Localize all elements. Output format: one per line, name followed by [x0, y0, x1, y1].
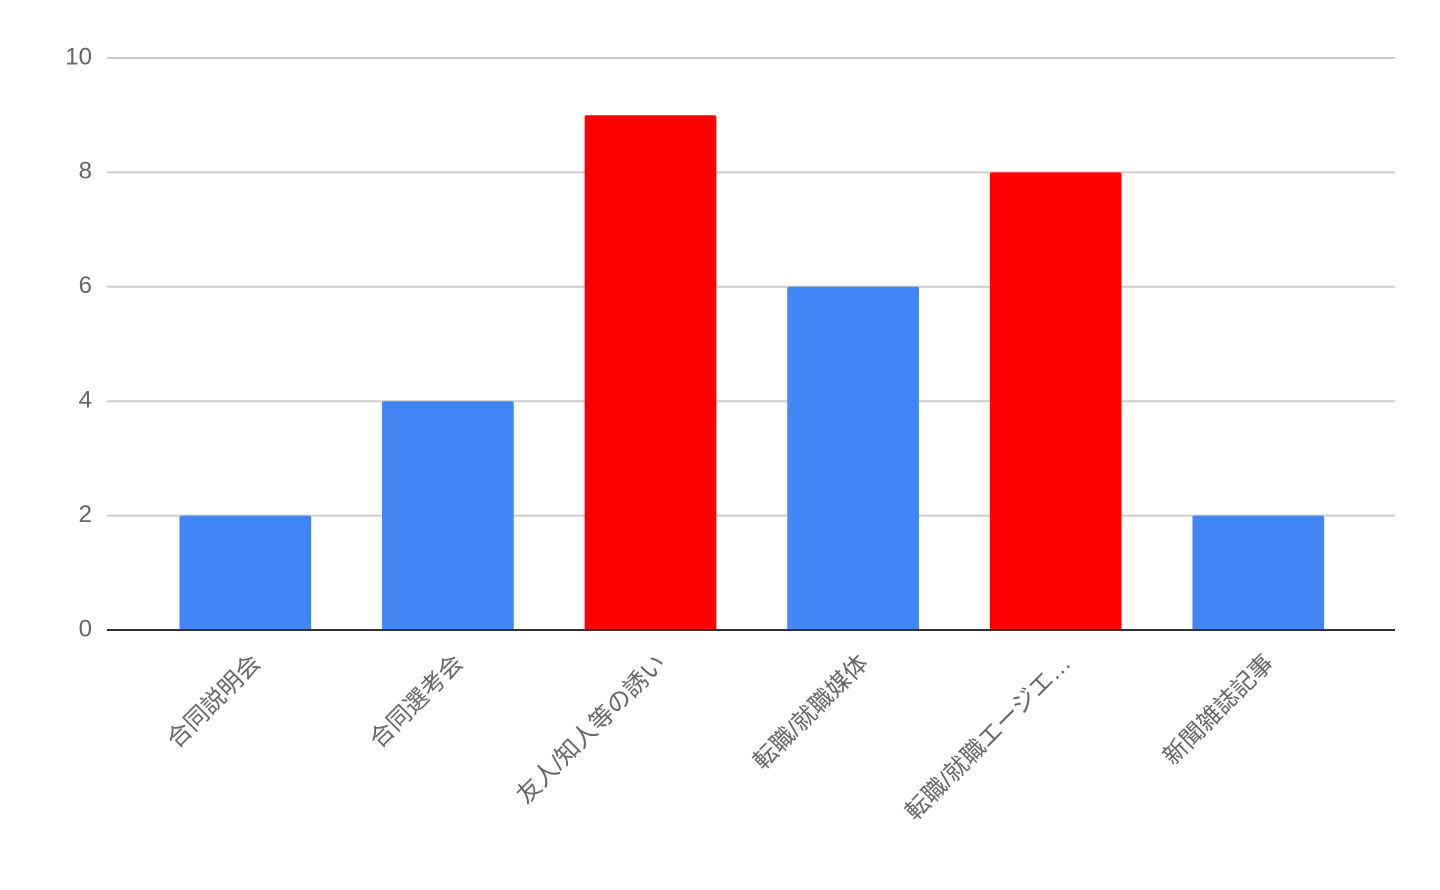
- bar: [584, 115, 717, 630]
- x-tick-label: 新聞雑誌記事: [1158, 650, 1279, 771]
- x-tick-label: 転職/就職エージエ…: [900, 650, 1076, 826]
- bar: [1192, 515, 1325, 630]
- x-tick-label: 友人/知人等の誘い: [512, 650, 672, 810]
- y-tick-label: 6: [79, 272, 92, 299]
- y-tick-label: 8: [79, 158, 92, 185]
- bar: [989, 172, 1122, 630]
- y-tick-label: 2: [79, 501, 92, 528]
- x-tick-label: 合同説明会: [162, 650, 266, 754]
- bar: [179, 515, 312, 630]
- bar: [787, 286, 919, 630]
- y-tick-label: 0: [79, 615, 92, 642]
- bar: [382, 401, 514, 630]
- y-tick-label: 10: [65, 43, 92, 70]
- x-tick-label: 合同選考会: [365, 650, 469, 754]
- y-tick-label: 4: [79, 387, 92, 414]
- x-tick-label: 転職/就職媒体: [748, 650, 874, 776]
